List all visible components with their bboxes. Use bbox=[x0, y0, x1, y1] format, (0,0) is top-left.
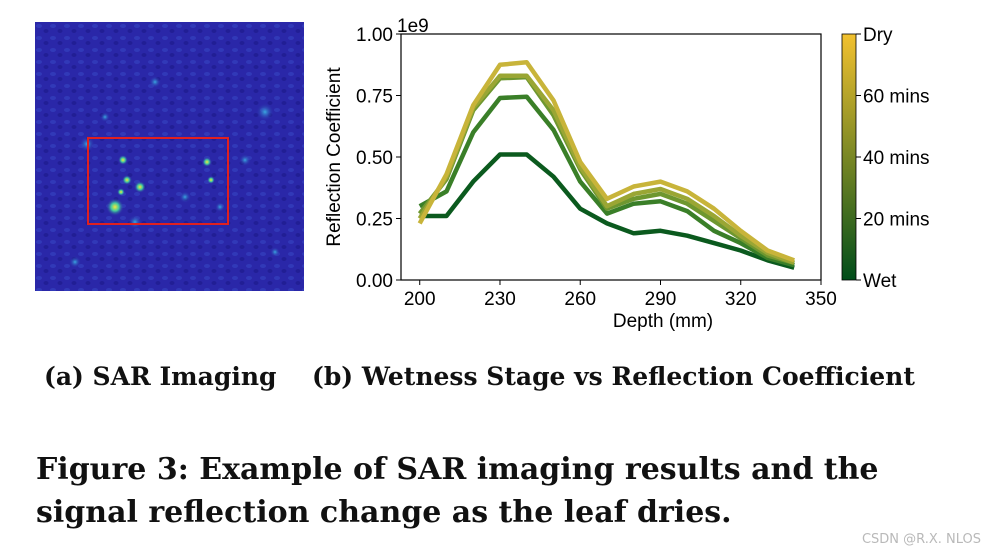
reflection-blob bbox=[270, 247, 280, 257]
strong-reflection-blob bbox=[202, 157, 212, 167]
reflection-blob bbox=[256, 103, 274, 121]
reflection-blob bbox=[215, 202, 225, 212]
y-tick-label: 0.00 bbox=[356, 271, 393, 292]
strong-reflection-blob bbox=[122, 175, 132, 185]
x-tick-label: 260 bbox=[564, 289, 596, 310]
x-tick-label: 230 bbox=[484, 289, 516, 310]
colorbar bbox=[841, 33, 857, 281]
roi-box bbox=[87, 137, 229, 225]
reflection-blob bbox=[128, 215, 142, 229]
reflection-blob bbox=[100, 112, 110, 122]
colorbar-ticks: Dry 60 mins 40 mins 20 mins Wet bbox=[856, 25, 930, 292]
strong-reflection-blob bbox=[106, 198, 124, 216]
colorbar-label: 40 mins bbox=[863, 148, 930, 169]
colorbar-label: Wet bbox=[863, 271, 897, 292]
sar-reflections bbox=[69, 76, 280, 268]
strong-reflection-blob bbox=[134, 181, 146, 193]
y-axis-label: Reflection Coefficient bbox=[324, 67, 345, 247]
y-multiplier: 1e9 bbox=[397, 16, 429, 37]
strong-reflection-blob bbox=[207, 176, 215, 184]
sar-image bbox=[35, 22, 304, 291]
x-axis-ticks: 200 230 260 290 320 350 bbox=[404, 280, 837, 310]
x-tick-label: 200 bbox=[404, 289, 436, 310]
series-line-4 bbox=[417, 60, 795, 263]
y-tick-label: 0.75 bbox=[356, 87, 393, 108]
reflection-blob bbox=[69, 256, 81, 268]
x-tick-label: 290 bbox=[645, 289, 677, 310]
reflection-blob bbox=[239, 154, 251, 166]
series-line-1 bbox=[418, 94, 795, 268]
reflection-chart: 200 230 260 290 320 350 0.000.250.500.751.00 … bbox=[324, 16, 930, 332]
colorbar-label: 60 mins bbox=[863, 87, 930, 108]
caption-sar-imaging: (a) SAR Imaging bbox=[44, 362, 277, 391]
y-tick-label: 0.50 bbox=[356, 148, 393, 169]
reflection-blob bbox=[179, 191, 191, 203]
x-tick-label: 350 bbox=[805, 289, 837, 310]
y-tick-label: 1.00 bbox=[356, 25, 393, 46]
strong-reflection-blob bbox=[118, 155, 128, 165]
x-tick-label: 320 bbox=[725, 289, 757, 310]
sar-heatmap bbox=[35, 22, 304, 291]
caption-wetness-vs-reflection: (b) Wetness Stage vs Reflection Coeffici… bbox=[312, 362, 915, 391]
watermark: CSDN @R.X. NLOS bbox=[861, 532, 981, 547]
sar-background bbox=[35, 22, 304, 291]
figure-caption: Figure 3: Example of SAR imaging results… bbox=[36, 452, 879, 530]
y-axis-ticks: 0.00 0.25 0.50 0.75 1.00 bbox=[356, 25, 401, 292]
series-line-3 bbox=[417, 73, 795, 265]
x-axis-label: Depth (mm) bbox=[613, 311, 713, 332]
colorbar-label: Dry bbox=[863, 25, 893, 46]
strong-reflection-blob bbox=[117, 188, 125, 196]
series-line-0 bbox=[419, 152, 795, 270]
colorbar-label: 20 mins bbox=[863, 210, 930, 231]
y-tick-label: 0.25 bbox=[356, 210, 393, 231]
reflection-blob bbox=[149, 76, 161, 88]
plot-lines bbox=[417, 60, 795, 270]
